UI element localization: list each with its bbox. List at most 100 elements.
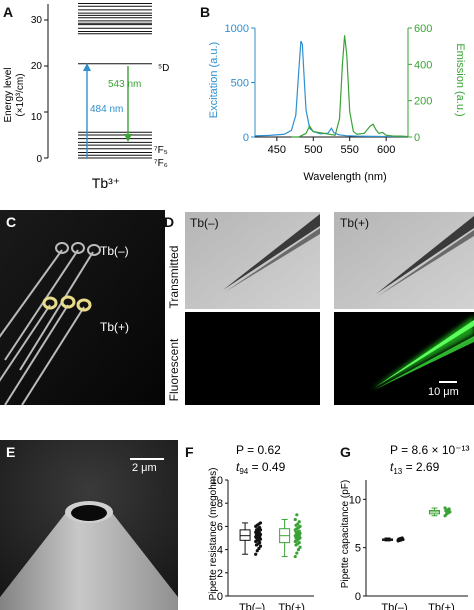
resistance-point (298, 524, 302, 528)
resistance-stat-t: t94 = 0.49 (236, 460, 286, 476)
resistance-point (258, 521, 263, 525)
state-5d4-label: ⁵D₄ (158, 63, 170, 74)
panel-label-d: D (164, 214, 175, 230)
capacitance-point (396, 538, 400, 542)
resistance-point (297, 520, 301, 524)
emission-tick-label: 600 (414, 23, 432, 35)
resistance-point (296, 522, 300, 526)
capacitance-point (400, 536, 404, 540)
row-label-transmitted: Transmitted (167, 245, 181, 309)
ion-label: Tb³⁺ (92, 175, 120, 191)
wavelength-tick-label: 450 (268, 144, 286, 156)
emission-tick-label: 400 (414, 59, 432, 71)
wavelength-tick-label: 600 (377, 144, 395, 156)
fluorescent-image-tb-plus (334, 312, 474, 405)
excitation-label: 484 nm (90, 104, 123, 115)
emission-series-line (291, 35, 409, 138)
energy-tick-0: 0 (36, 154, 42, 165)
energy-ylabel-line2: (×10³/cm) (15, 73, 26, 116)
wavelength-tick-label: 550 (341, 144, 359, 156)
scalebar-10um-label: 10 μm (428, 386, 459, 398)
photo-label-tb-minus: Tb(–) (100, 244, 129, 258)
transmitted-image-tb-minus (185, 212, 320, 309)
resistance-xtick-label: Tb(–) (239, 602, 265, 610)
wavelength-tick-label: 500 (304, 144, 322, 156)
panel-f-resistance-chart: Pipette resistance (megohms) P = 0.62 t9… (208, 443, 314, 610)
emission-tick-label: 200 (414, 96, 432, 108)
panel-e-sem-image (0, 440, 178, 610)
excitation-series-line (254, 40, 408, 138)
capacitance-ytick-label: 10 (349, 494, 361, 506)
resistance-ytick-label: 4 (217, 545, 223, 557)
energy-tick-20: 20 (31, 61, 43, 72)
capacitance-ytick-label: 0 (355, 591, 361, 603)
resistance-point (295, 551, 299, 555)
emission-arrow-head (124, 134, 132, 142)
excitation-tick-label: 500 (231, 78, 249, 90)
resistance-ytick-label: 8 (217, 498, 223, 510)
resistance-stat-p: P = 0.62 (236, 443, 281, 457)
capacitance-ylabel: Pipette capacitance (pF) (340, 480, 351, 588)
transmitted-image-tb-plus (334, 212, 474, 309)
emission-axis-label: Emission (a.u.) (454, 43, 466, 116)
panel-g-capacitance-chart: Pipette capacitance (pF) P = 8.6 × 10⁻¹³… (340, 443, 470, 610)
resistance-box (239, 529, 251, 541)
energy-tick-10: 10 (31, 112, 43, 123)
row-label-fluorescent: Fluorescent (167, 338, 181, 402)
excitation-axis-label: Excitation (a.u.) (208, 42, 220, 118)
panel-c-photo (0, 210, 165, 405)
resistance-ytick-label: 0 (217, 591, 223, 603)
scalebar-2um (130, 458, 164, 460)
resistance-ylabel: Pipette resistance (megohms) (208, 468, 219, 601)
panel-label-f: F (185, 444, 194, 460)
fluorescent-image-tb-minus (185, 312, 320, 405)
image-label-tb-plus: Tb(+) (340, 216, 370, 230)
resistance-point (254, 552, 258, 556)
capacitance-xtick-label: Tb(+) (428, 602, 455, 610)
panel-label-g: G (340, 444, 351, 460)
image-label-tb-minus: Tb(–) (190, 216, 219, 230)
capacitance-xtick-label: Tb(–) (381, 602, 407, 610)
excitation-tick-label: 1000 (225, 23, 249, 35)
excitation-arrow-head (83, 63, 91, 71)
resistance-ytick-label: 2 (217, 568, 223, 580)
resistance-point (298, 545, 302, 549)
resistance-point (255, 549, 259, 553)
resistance-point (296, 548, 301, 552)
tb-coated-capillary-ends (42, 295, 92, 312)
energy-ylabel-line1: Energy level (3, 67, 14, 122)
panel-label-b: B (200, 4, 211, 20)
wavelength-axis-label: Wavelength (nm) (303, 171, 386, 183)
capacitance-point (443, 506, 447, 510)
resistance-point (297, 541, 301, 545)
resistance-ytick-label: 10 (211, 475, 223, 487)
scalebar-2um-label: 2 μm (132, 462, 157, 474)
capacitance-point (448, 510, 452, 514)
resistance-xtick-label: Tb(+) (278, 602, 305, 610)
capacitance-stat-p: P = 8.6 × 10⁻¹³ (390, 443, 470, 457)
panel-a-energy-diagram: Energy level (×10³/cm) 0 10 20 30 484 nm… (3, 2, 170, 191)
state-7f5-label: ⁷F₅ (154, 145, 168, 156)
excitation-tick-label: 0 (243, 132, 249, 144)
photo-label-tb-plus: Tb(+) (100, 320, 130, 334)
resistance-point (295, 513, 299, 517)
panel-label-a: A (3, 4, 14, 20)
resistance-point (293, 517, 297, 522)
resistance-point (297, 529, 301, 533)
panel-label-e: E (6, 444, 16, 460)
energy-tick-30: 30 (31, 15, 43, 26)
resistance-point (257, 546, 261, 551)
capacitance-point (447, 507, 451, 511)
resistance-point (293, 554, 297, 559)
capacitance-stat-t: t13 = 2.69 (390, 460, 440, 476)
panel-b-spectra-chart: 450 500 550 600 0 500 1000 0 200 400 600 Excitatio… (208, 23, 466, 183)
emission-label: 543 nm (108, 79, 141, 90)
scalebar-10um (439, 381, 457, 383)
emission-tick-label: 0 (414, 132, 420, 144)
glass-capillaries (0, 242, 101, 405)
capacitance-ytick-label: 5 (355, 543, 361, 555)
panel-label-c: C (6, 214, 17, 230)
resistance-point (258, 525, 262, 530)
resistance-ytick-label: 6 (217, 521, 223, 533)
resistance-point (258, 544, 263, 548)
